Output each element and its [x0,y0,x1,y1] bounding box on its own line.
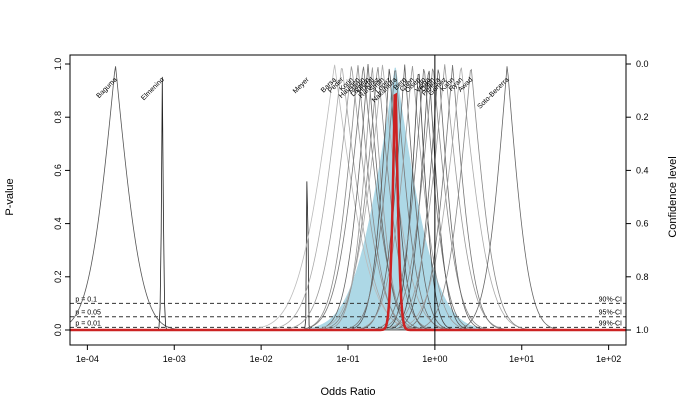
x-tick-label: 1e+00 [422,354,447,364]
study-curve [70,67,626,331]
pooled-layer [70,92,626,332]
reference-line-right-label: 95%-CI [599,310,622,317]
study-curve [70,66,626,331]
y-axis-label: P-value [4,178,16,215]
y2-tick-label: 0.8 [636,272,649,282]
x-tick-label: 1e-02 [250,354,273,364]
y-axis: 0.0 0.2 0.4 0.6 0.8 1.0 [53,58,71,337]
y2-tick-label: 0.0 [636,59,649,69]
study-label: Ito [417,76,428,87]
study-curve [70,64,626,331]
study-curve [70,68,626,331]
reference-line-left-label: p = 0.1 [75,296,97,303]
x-axis-label: Odds Ratio [320,386,375,398]
y2-axis-label: Confidence level [667,156,679,237]
study-curve [70,68,626,331]
y2-tick-label: 0.2 [636,112,649,122]
pooled-curve [70,92,626,332]
y-tick-label: 0.4 [53,217,63,230]
study-curve [70,68,626,331]
x-tick-label: 1e-03 [163,354,186,364]
study-curve [70,66,626,331]
x-tick-label: 1e-01 [336,354,359,364]
study-curve [70,64,626,331]
reference-line-left-label: p = 0.01 [75,320,101,327]
study-curve [70,67,626,331]
y-tick-label: 0.0 [53,324,63,337]
y-tick-label: 0.6 [53,164,63,177]
study-curve [70,68,626,331]
prediction-band [70,67,626,330]
reference-line-right-label: 90%-CI [599,296,622,303]
reference-lines: p = 0.1 90%-CI p = 0.05 95%-CI p = 0.01 99%-C… [70,296,626,328]
y-tick-label: 1.0 [53,58,63,71]
x-tick-label: 1e+02 [596,354,621,364]
study-label: Meyer [292,76,311,95]
y2-tick-label: 0.4 [636,165,649,175]
study-curves [70,64,626,331]
study-curve [70,65,626,331]
y2-tick-label: 0.6 [636,219,649,229]
study-curve [70,64,626,331]
study-curve [70,67,626,331]
y-tick-label: 0.2 [53,271,63,284]
study-label: Baguma [95,76,118,99]
study-curve [70,65,626,331]
study-curve [70,73,626,331]
study-curve [70,70,626,331]
y2-tick-label: 1.0 [636,325,649,335]
y-tick-label: 0.8 [53,111,63,124]
x-tick-label: 1e-04 [76,354,99,364]
study-curve [70,64,626,331]
study-label: Soto-Becerra [476,76,510,110]
y2-axis: 1.0 0.8 0.6 0.4 0.2 0.0 [625,59,649,335]
reference-line-left-label: p = 0.05 [75,310,101,317]
prediction-band-layer [70,67,626,330]
study-curve [70,69,626,331]
study-curve [70,68,626,331]
x-tick-label: 1e+01 [509,354,534,364]
study-labels: Baguma Elmenino Meyer BarsaPederKorinHaulde… [95,76,510,111]
x-axis: 1e-04 1e-03 1e-02 1e-01 1e+00 1e+01 1e+02 [76,344,621,364]
study-curve [70,64,626,331]
study-curve [70,64,626,331]
study-curve [70,66,626,331]
study-curve [70,66,626,331]
study-curve [70,70,626,331]
reference-line-right-label: 99%-CI [599,320,622,327]
